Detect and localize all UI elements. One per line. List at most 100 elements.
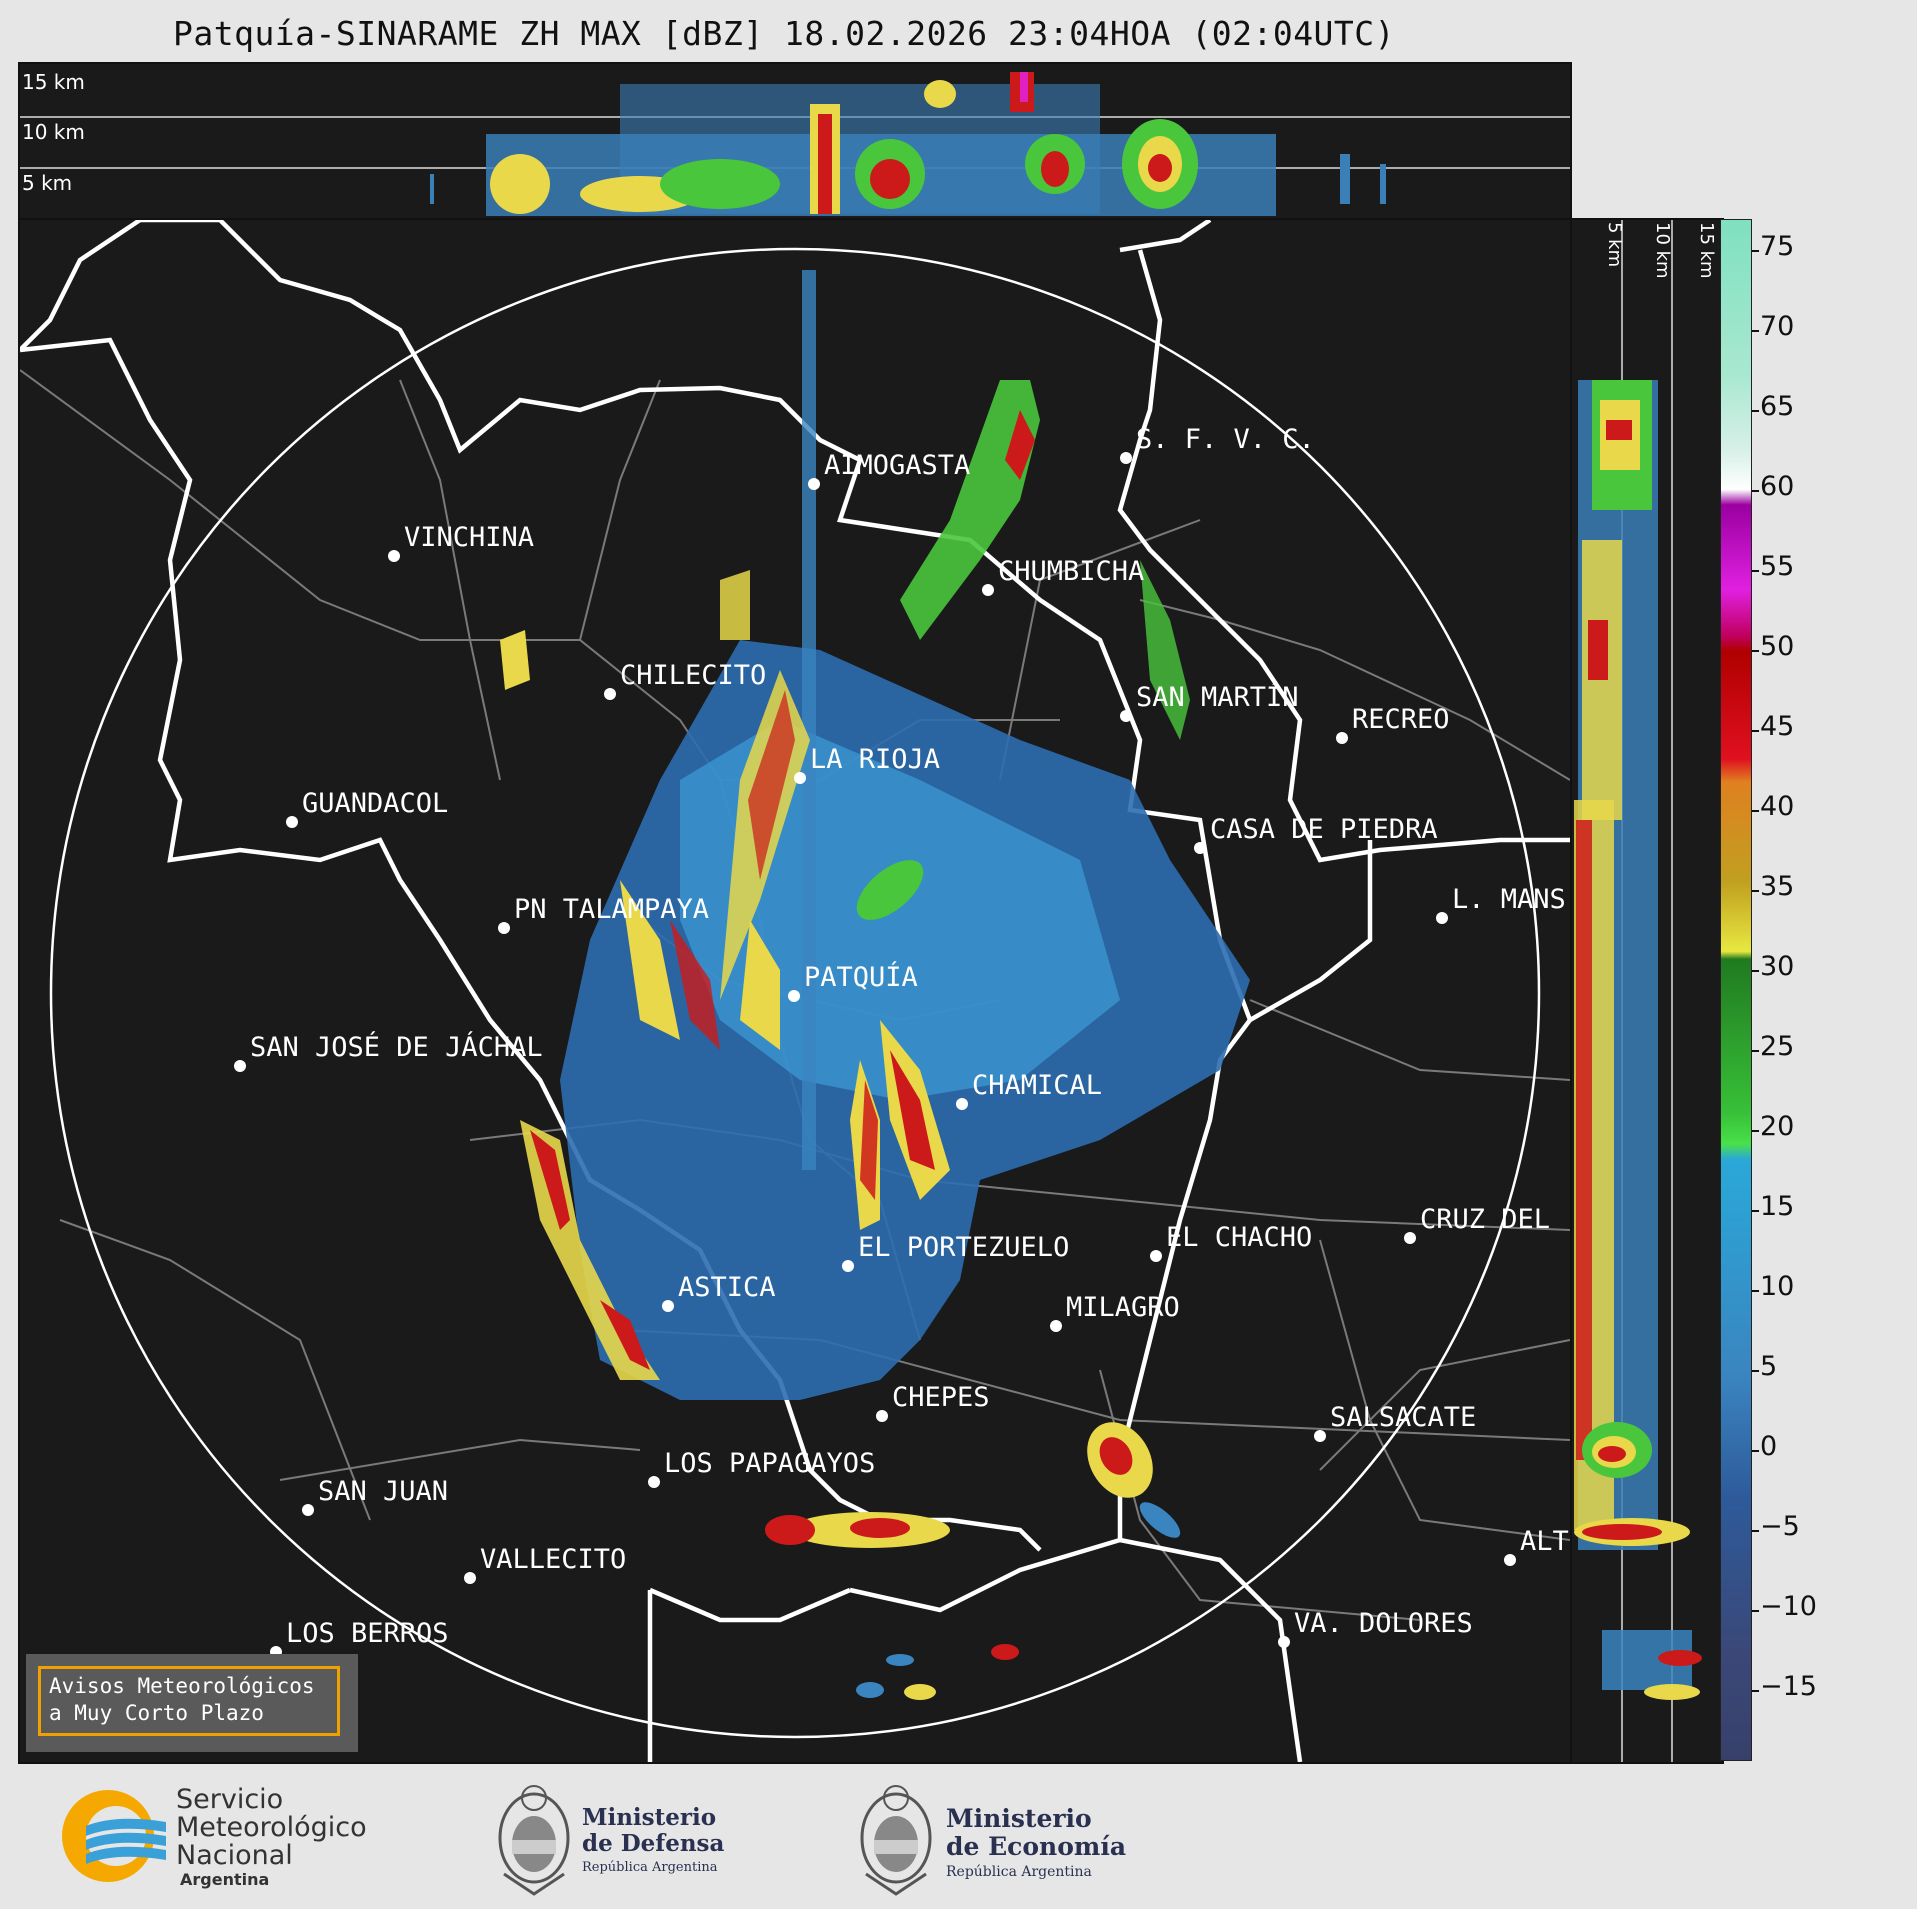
city-dot xyxy=(1120,710,1132,722)
city-dot xyxy=(1404,1232,1416,1244)
city-dot xyxy=(794,772,806,784)
defensa-line-2: de Defensa xyxy=(582,1830,725,1857)
colorbar-tick: 75 xyxy=(1760,231,1795,262)
colorbar-tick: 55 xyxy=(1760,551,1795,582)
city-dot xyxy=(788,990,800,1002)
city-dot xyxy=(1436,912,1448,924)
smn-line-2: Meteorológico xyxy=(176,1812,367,1843)
city-dot xyxy=(1278,1636,1290,1648)
city-label: VINCHINA xyxy=(404,522,535,553)
side-alt-label-15: 15 km xyxy=(1696,222,1717,279)
city-label: CASA DE PIEDRA xyxy=(1210,814,1438,845)
side-alt-label-5: 5 km xyxy=(1604,222,1625,268)
colorbar-tick: 20 xyxy=(1760,1111,1795,1142)
argentina-coat-of-arms-icon xyxy=(860,1785,932,1896)
city-label: LA RIOJA xyxy=(810,744,941,775)
top-echo-layer xyxy=(20,72,1570,216)
city-label: LOS PAPAGAYOS xyxy=(664,1448,876,1479)
defensa-line-1: Ministerio xyxy=(582,1804,717,1831)
radar-map-panel: AIMOGASTA S. F. V. C. VINCHINA CHUMBICHA… xyxy=(18,218,1572,1764)
city-label: SALSACATE xyxy=(1330,1402,1477,1433)
city-label: EL CHACHO xyxy=(1166,1222,1313,1253)
city-label: SAN JUAN xyxy=(318,1476,449,1507)
colorbar-tick: 5 xyxy=(1760,1351,1778,1382)
economia-line-1: Ministerio xyxy=(946,1804,1092,1833)
colorbar-tick: 70 xyxy=(1760,311,1795,342)
city-dot xyxy=(1050,1320,1062,1332)
economia-line-3: República Argentina xyxy=(946,1864,1092,1880)
city-dot xyxy=(234,1060,246,1072)
smn-line-1: Servicio xyxy=(176,1784,284,1815)
defensa-line-3: República Argentina xyxy=(582,1860,718,1875)
city-label: AIMOGASTA xyxy=(824,450,971,481)
city-label: PN TALAMPAYA xyxy=(514,894,710,925)
colorbar-tick: 15 xyxy=(1760,1191,1795,1222)
notice-box: Avisos Meteorológicos a Muy Corto Plazo xyxy=(26,1654,358,1752)
notice-line-2: a Muy Corto Plazo xyxy=(49,1701,264,1725)
city-dot xyxy=(1504,1554,1516,1566)
city-dot xyxy=(876,1410,888,1422)
economia-line-2: de Economía xyxy=(946,1832,1127,1861)
colorbar-tick: 10 xyxy=(1760,1271,1795,1302)
city-label: VALLECITO xyxy=(480,1544,627,1575)
defensa-logo: Ministerio de Defensa República Argentin… xyxy=(494,1774,754,1898)
radar-map-layer xyxy=(20,220,1570,1762)
city-label: SAN MARTÍN xyxy=(1136,682,1299,713)
colorbar-tick: 25 xyxy=(1760,1031,1795,1062)
colorbar-tick: 0 xyxy=(1760,1431,1778,1462)
city-label: CHAMICAL xyxy=(972,1070,1103,1101)
city-dot xyxy=(302,1504,314,1516)
colorbar xyxy=(1720,219,1752,1761)
side-cross-section-panel: 5 km 10 km 15 km xyxy=(1570,218,1724,1764)
city-dot xyxy=(1314,1430,1326,1442)
city-dot xyxy=(648,1476,660,1488)
colorbar-tick: 45 xyxy=(1760,711,1795,742)
page-title: Patquía-SINARAME ZH MAX [dBZ] 18.02.2026… xyxy=(172,14,1396,53)
city-label: SAN JOSÉ DE JÁCHAL xyxy=(250,1032,543,1063)
city-dot xyxy=(1336,732,1348,744)
city-label: PATQUÍA xyxy=(804,962,918,993)
city-dot xyxy=(956,1098,968,1110)
city-dot xyxy=(604,688,616,700)
notice-frame: Avisos Meteorológicos a Muy Corto Plazo xyxy=(38,1666,340,1736)
city-label: MILAGRO xyxy=(1066,1292,1180,1323)
top-alt-label-10: 10 km xyxy=(22,120,85,144)
economia-logo: Ministerio de Economía República Argenti… xyxy=(856,1774,1136,1898)
city-dot xyxy=(808,478,820,490)
city-label: CHILECITO xyxy=(620,660,767,691)
range-ring xyxy=(49,247,1541,1739)
top-alt-label-5: 5 km xyxy=(22,171,73,195)
city-dot xyxy=(842,1260,854,1272)
city-label: LOS BERROS xyxy=(286,1618,449,1649)
city-label: L. MANS xyxy=(1452,884,1566,915)
smn-logo: Servicio Meteorológico Nacional Argentin… xyxy=(56,1784,396,1889)
city-dot xyxy=(464,1572,476,1584)
city-label: EL PORTEZUELO xyxy=(858,1232,1070,1263)
city-dot xyxy=(982,584,994,596)
city-dot xyxy=(498,922,510,934)
city-dot xyxy=(1150,1250,1162,1262)
side-echoes xyxy=(1574,380,1702,1700)
province-boundaries xyxy=(20,220,1570,1762)
colorbar-tick: −10 xyxy=(1760,1591,1817,1622)
city-label: CHUMBICHA xyxy=(998,556,1145,587)
notice-line-1: Avisos Meteorológicos xyxy=(49,1674,315,1698)
top-alt-label-15: 15 km xyxy=(22,70,85,94)
top-echoes xyxy=(430,72,1386,216)
city-label: VA. DOLORES xyxy=(1294,1608,1473,1639)
city-label: CRUZ DEL xyxy=(1420,1204,1551,1235)
argentina-coat-of-arms-icon xyxy=(498,1785,570,1896)
side-alt-label-10: 10 km xyxy=(1652,222,1673,279)
colorbar-tick: 50 xyxy=(1760,631,1795,662)
colorbar-tick: −5 xyxy=(1760,1511,1800,1542)
city-label: GUANDACOL xyxy=(302,788,449,819)
city-dot xyxy=(662,1300,674,1312)
city-dot xyxy=(1194,842,1206,854)
city-dot xyxy=(388,550,400,562)
city-label: CHEPES xyxy=(892,1382,990,1413)
city-label: RECREO xyxy=(1352,704,1450,735)
smn-logo-icon xyxy=(62,1790,166,1882)
colorbar-tick: 60 xyxy=(1760,471,1795,502)
city-label: ASTICA xyxy=(678,1272,776,1303)
radar-echoes xyxy=(500,270,1250,1700)
